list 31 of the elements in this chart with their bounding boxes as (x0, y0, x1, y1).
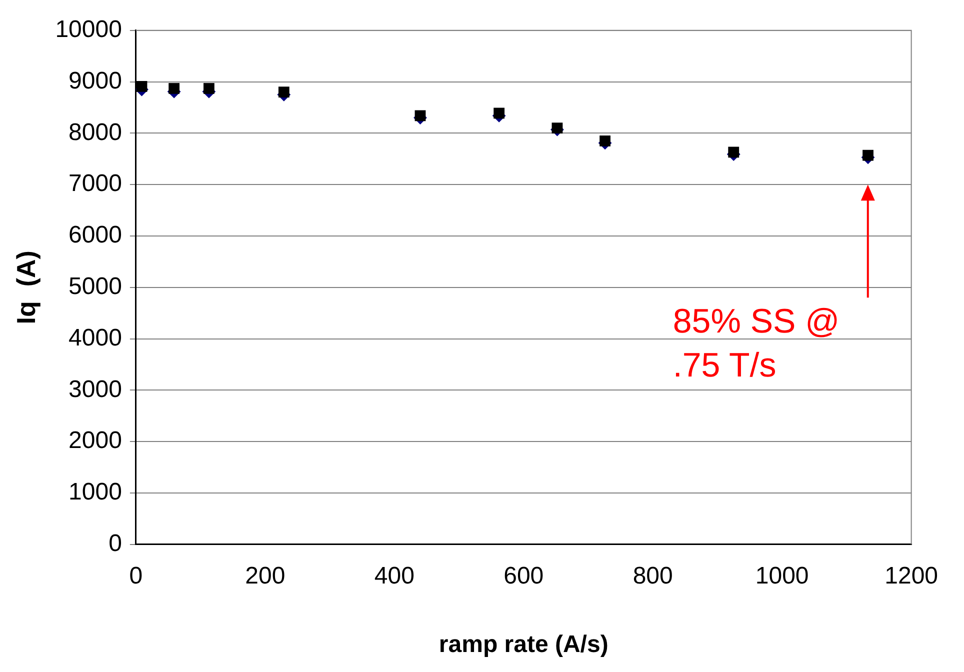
annotation: 85% SS @ .75 T/s (672, 302, 840, 385)
point (728, 146, 740, 158)
x-tick-label: 400 (374, 562, 414, 590)
y-tick-label: 10000 (55, 16, 122, 44)
x-axis-title: ramp rate (A/s) (438, 631, 608, 658)
y-tick-label: 1000 (68, 478, 122, 506)
point (278, 86, 290, 98)
y-tick-label: 2000 (68, 427, 122, 454)
y-tick-label: 3000 (68, 376, 122, 403)
x-tick-label: 200 (245, 562, 286, 590)
point (204, 83, 214, 94)
point (494, 108, 505, 119)
y-tick-label: 7000 (68, 170, 122, 198)
y-tick-label: 8000 (68, 118, 122, 146)
y-tick-label: 4000 (68, 324, 122, 352)
x-tick-label: 1000 (755, 562, 809, 590)
x-tick-label: 0 (129, 562, 143, 590)
y-tick-label: 5000 (68, 273, 122, 300)
y-axis-title: Iq (A) (10, 250, 41, 324)
point (414, 110, 426, 122)
y-tick-label: 6000 (68, 222, 122, 249)
x-tick-label: 600 (504, 562, 544, 590)
point (862, 150, 874, 161)
point (136, 80, 148, 92)
point (552, 122, 563, 134)
x-tick-label: 800 (632, 562, 673, 590)
point (168, 83, 180, 94)
y-tick-label: 0 (108, 530, 122, 558)
x-tick-label: 1200 (884, 562, 938, 590)
point (600, 135, 610, 146)
y-tick-label: 9000 (68, 67, 122, 94)
